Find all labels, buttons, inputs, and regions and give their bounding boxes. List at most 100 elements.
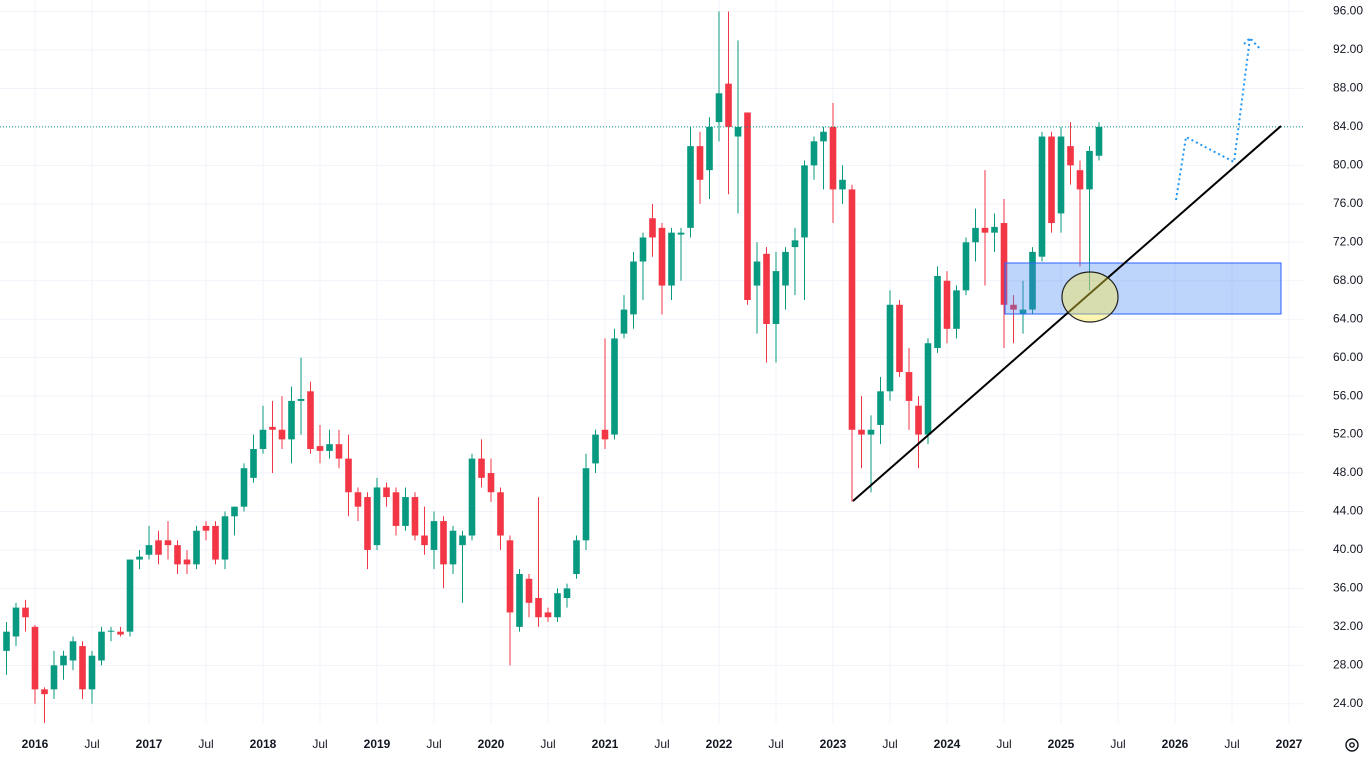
candle-body	[231, 506, 238, 517]
candle-body	[839, 179, 846, 190]
candle-body	[535, 598, 542, 618]
candle-body	[193, 530, 200, 565]
candle-body	[1010, 304, 1017, 310]
candle-body	[753, 261, 761, 286]
candle-body	[174, 545, 181, 565]
candle-body	[725, 83, 732, 127]
candle-body	[468, 458, 476, 536]
candle-body	[782, 251, 789, 286]
candle-body	[497, 492, 504, 536]
grid	[0, 0, 1303, 723]
candle-body	[829, 126, 837, 190]
projection-path[interactable]	[1175, 37, 1251, 201]
settings-gear-center	[1349, 742, 1355, 748]
y-tick-label: 96.00	[1333, 4, 1363, 18]
settings-icon[interactable]	[1345, 738, 1359, 752]
support-zone[interactable]	[1004, 262, 1282, 315]
candle-body	[3, 631, 10, 651]
y-tick-label: 84.00	[1333, 119, 1363, 133]
candle-body	[202, 525, 210, 531]
candle-body	[962, 242, 970, 291]
candle-body	[117, 631, 124, 635]
candle-body	[221, 516, 229, 560]
candle-body	[620, 309, 628, 334]
candle-body	[107, 630, 115, 632]
candle-body	[212, 525, 219, 560]
candle-body	[649, 218, 656, 238]
candle-body	[896, 304, 903, 373]
x-tick-label: 2026	[1162, 737, 1189, 751]
candle-body	[335, 444, 343, 459]
drawings	[852, 36, 1282, 502]
y-tick-label: 40.00	[1333, 542, 1363, 556]
x-tick-label: 2017	[136, 737, 163, 751]
x-tick-label: Jul	[198, 737, 213, 751]
candle-body	[867, 429, 875, 435]
trend-line[interactable]	[852, 125, 1282, 502]
candle-body	[525, 578, 533, 603]
candle-body	[269, 426, 276, 430]
y-tick-label: 80.00	[1333, 158, 1363, 172]
candle-body	[1019, 309, 1027, 315]
candle-body	[250, 448, 257, 478]
x-tick-label: Jul	[84, 737, 99, 751]
candle-body	[402, 497, 409, 526]
x-tick-label: 2027	[1276, 737, 1303, 751]
candle-body	[164, 540, 172, 546]
candle-body	[12, 607, 20, 637]
candle-body	[601, 429, 609, 440]
axes: 24.00 28.00 32.00 36.00 40.00 44.00 48.00 52.00…	[22, 4, 1364, 751]
projection-arrowhead	[1243, 36, 1262, 51]
x-tick-label: 2016	[22, 737, 49, 751]
candle-body	[354, 492, 362, 507]
candle-body	[278, 429, 286, 440]
candle-body	[848, 189, 856, 430]
y-tick-label: 68.00	[1333, 273, 1363, 287]
candle-body	[715, 93, 723, 123]
y-tick-label: 56.00	[1333, 388, 1363, 402]
y-tick-label: 44.00	[1333, 504, 1363, 518]
candle-body	[145, 545, 153, 555]
candle-body	[60, 655, 67, 666]
candle-body	[934, 275, 941, 349]
y-tick-label: 60.00	[1333, 350, 1363, 364]
x-tick-label: 2020	[478, 737, 505, 751]
x-tick-label: 2023	[820, 737, 847, 751]
highlight-ellipse[interactable]	[1061, 271, 1119, 323]
candle-body	[364, 497, 371, 550]
candle-body	[791, 240, 799, 248]
settings-gear[interactable]	[1345, 738, 1359, 752]
candle-body	[1076, 170, 1084, 190]
x-tick-label: 2021	[592, 737, 619, 751]
candle-body	[1048, 136, 1055, 224]
candle-body	[31, 626, 39, 690]
candle-body	[554, 593, 561, 618]
candle-body	[905, 372, 913, 401]
candle-body	[810, 141, 818, 166]
candle-body	[972, 227, 979, 243]
y-tick-label: 48.00	[1333, 465, 1363, 479]
x-tick-label: Jul	[1224, 737, 1239, 751]
y-tick-label: 64.00	[1333, 311, 1363, 325]
candle-body	[383, 487, 390, 498]
candle-body	[373, 487, 381, 546]
candle-body	[516, 573, 523, 627]
candle-body	[772, 271, 780, 325]
candle-body	[734, 126, 742, 137]
candle-body	[915, 405, 922, 435]
candle-body	[259, 429, 267, 449]
candle-body	[1095, 126, 1103, 156]
x-tick-label: Jul	[882, 737, 897, 751]
candle-body	[411, 497, 419, 536]
candle-body	[449, 530, 457, 565]
candle-body	[440, 521, 447, 565]
candle-body	[611, 338, 618, 435]
x-tick-label: Jul	[312, 737, 327, 751]
candle-body	[630, 261, 637, 315]
x-tick-label: 2019	[364, 737, 391, 751]
candle-body	[687, 146, 694, 228]
candle-body	[316, 446, 324, 451]
x-tick-label: 2022	[706, 737, 733, 751]
